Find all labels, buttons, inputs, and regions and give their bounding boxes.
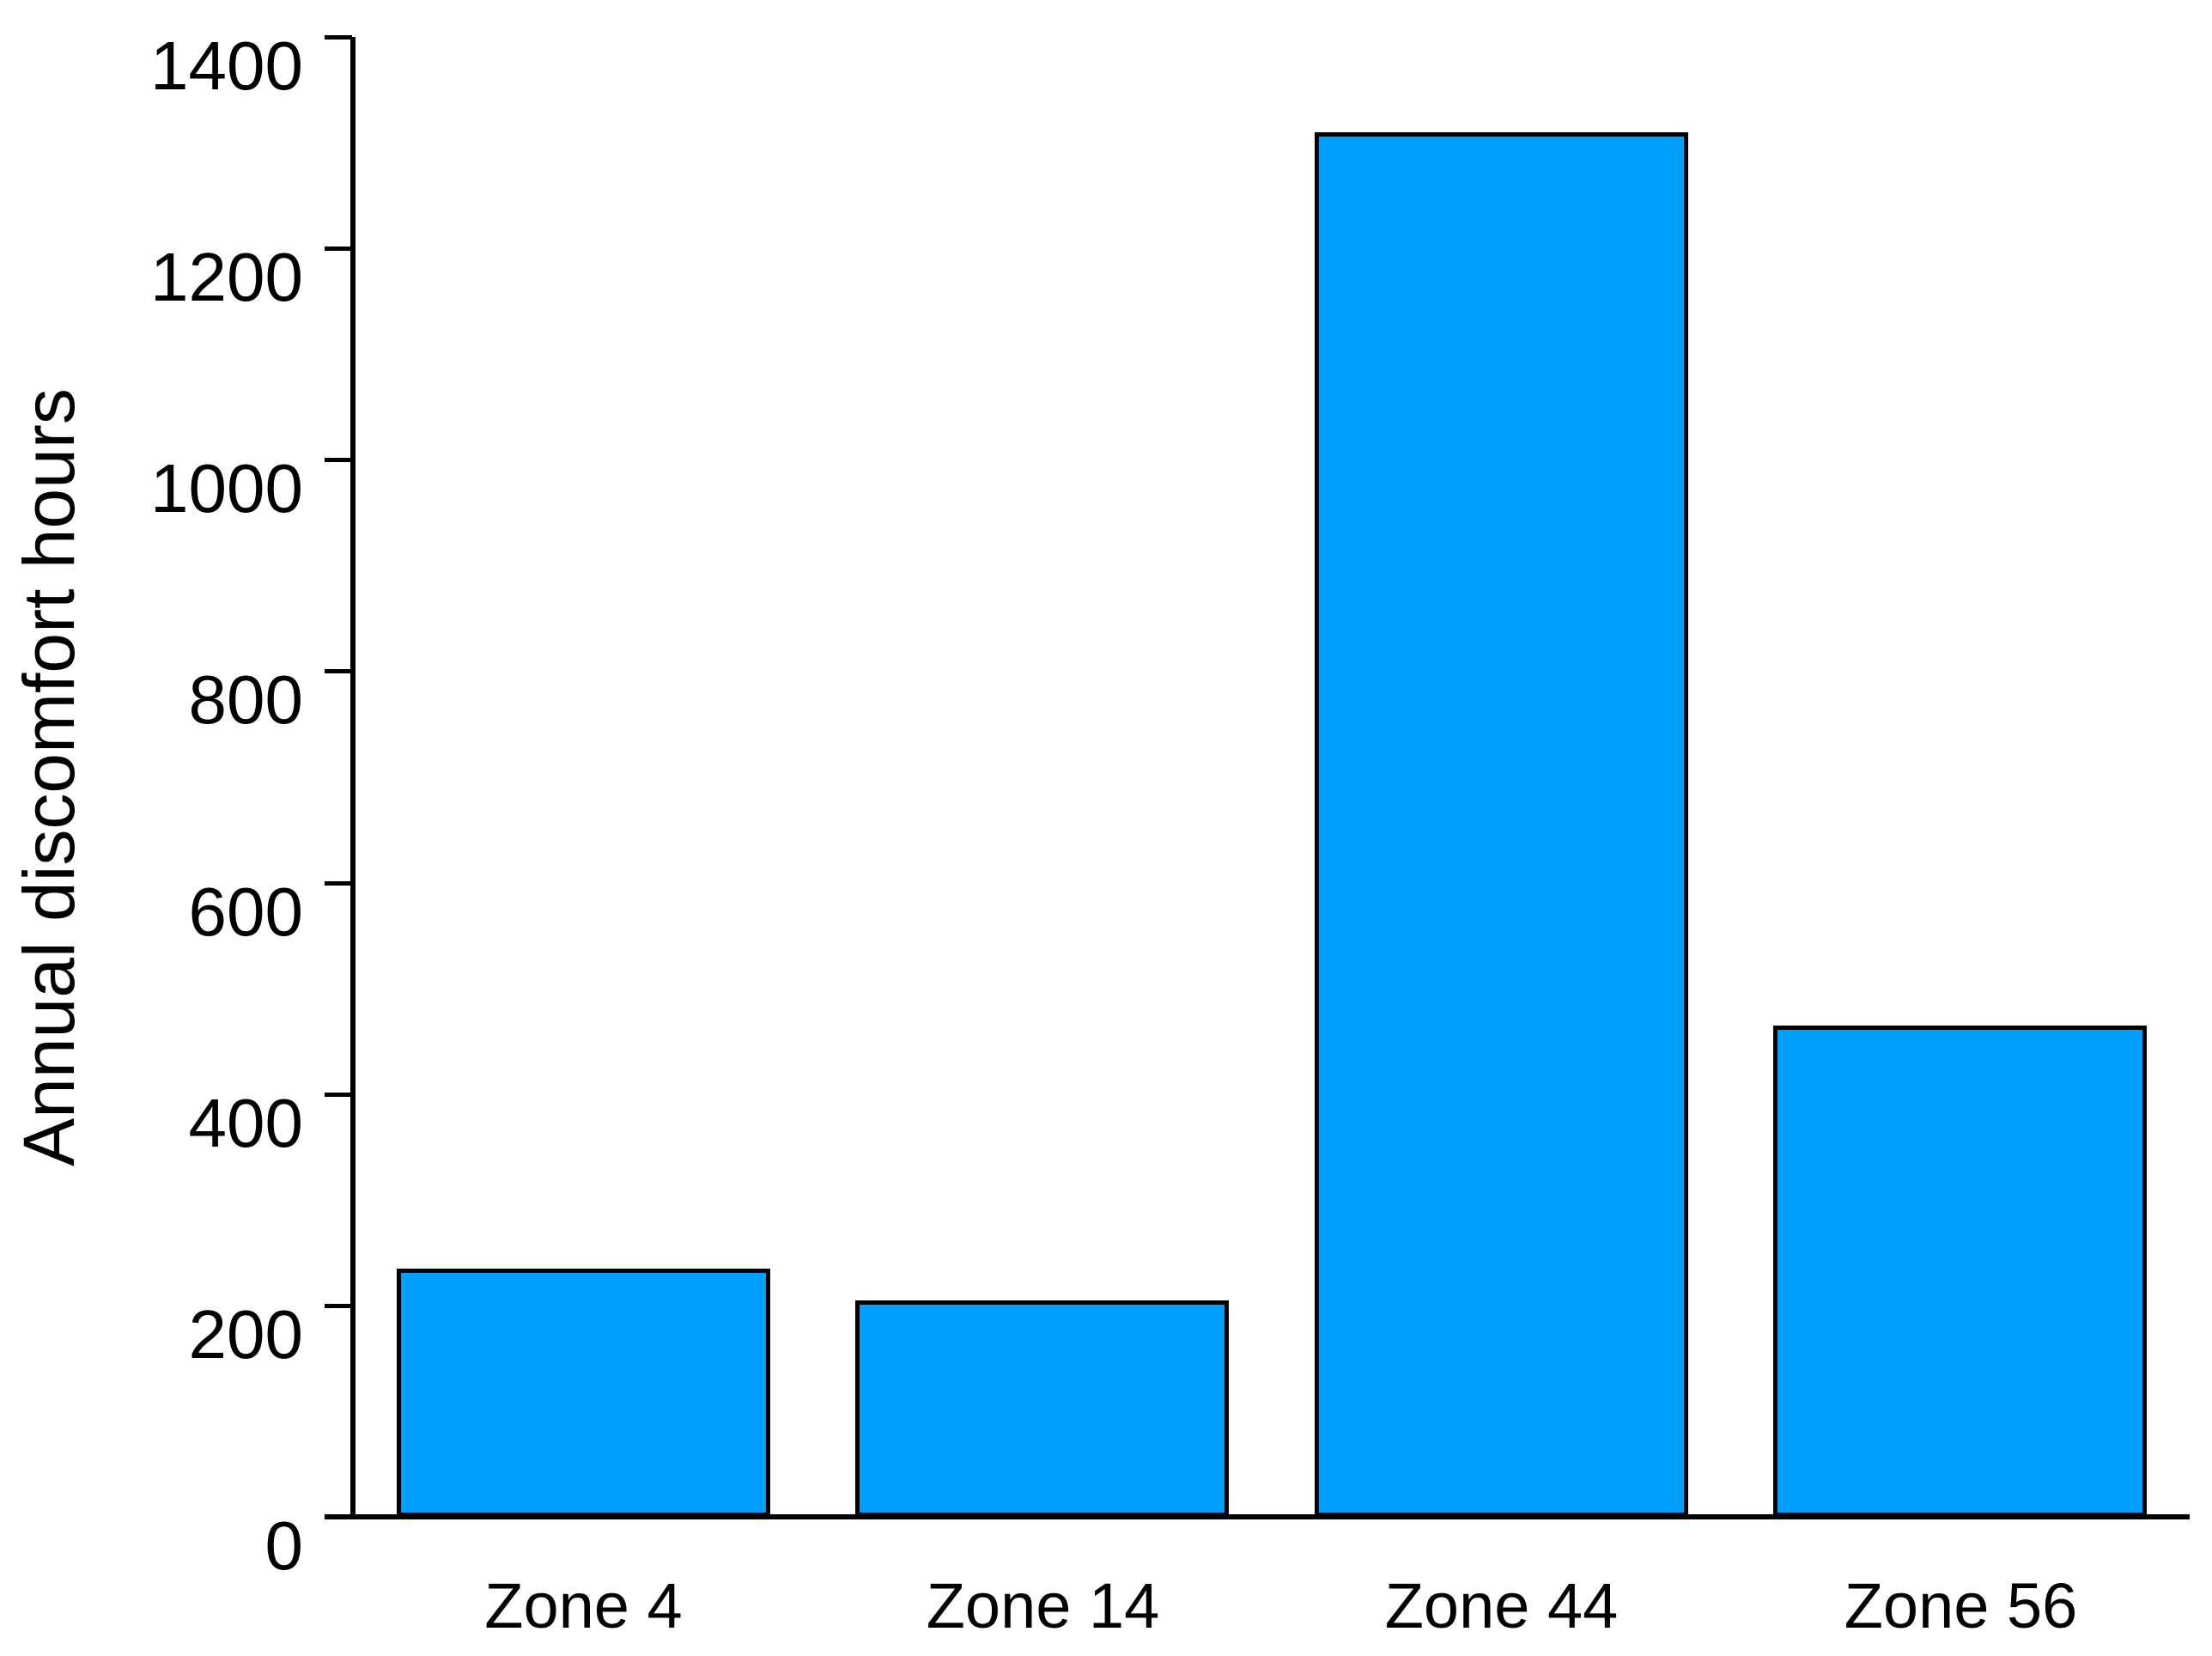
y-tick-mark-200	[325, 1303, 352, 1308]
y-tick-label-1000: 1000	[150, 450, 303, 527]
y-tick-label-0: 0	[264, 1507, 304, 1584]
y-tick-label-1400: 1400	[150, 27, 303, 104]
y-tick-label-1200: 1200	[150, 239, 303, 316]
bar-zone-56	[1773, 1026, 2147, 1517]
y-tick-mark-1400	[325, 35, 352, 40]
y-tick-label-600: 600	[188, 873, 303, 950]
y-tick-mark-600	[325, 880, 352, 886]
x-tick-label-zone-14: Zone 14	[926, 1570, 1160, 1641]
bar-zone-4	[397, 1269, 770, 1517]
bar-zone-14	[855, 1300, 1229, 1517]
x-tick-label-zone-4: Zone 4	[484, 1570, 683, 1641]
bar-zone-44	[1315, 132, 1688, 1517]
x-tick-label-zone-44: Zone 44	[1384, 1570, 1619, 1641]
y-tick-label-200: 200	[188, 1295, 303, 1373]
x-tick-label-zone-56: Zone 56	[1844, 1570, 2078, 1641]
y-tick-mark-1200	[325, 247, 352, 252]
y-axis-line	[350, 37, 356, 1519]
y-tick-label-800: 800	[188, 661, 303, 739]
x-axis-line	[325, 1514, 2190, 1519]
y-tick-label-400: 400	[188, 1084, 303, 1161]
y-tick-mark-400	[325, 1092, 352, 1097]
y-tick-mark-1000	[325, 458, 352, 463]
y-tick-mark-800	[325, 669, 352, 674]
